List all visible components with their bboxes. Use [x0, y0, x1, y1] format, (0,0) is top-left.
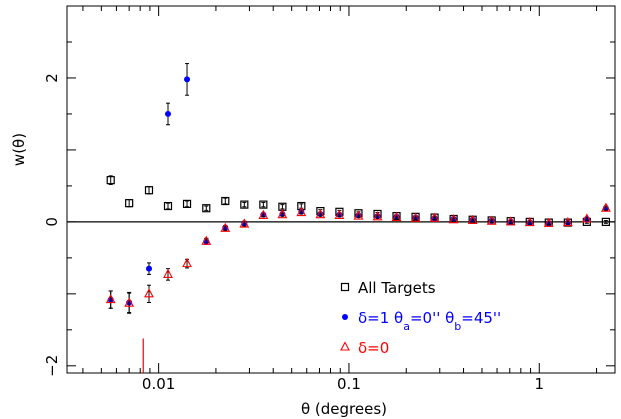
data-point — [467, 214, 478, 224]
legend-label: δ=0 — [358, 339, 389, 357]
data-points — [105, 63, 611, 314]
data-point — [562, 216, 573, 227]
data-point — [125, 199, 134, 208]
data-point — [146, 265, 153, 272]
legend-marker — [342, 314, 348, 320]
legend: All Targets δ=1 θa=0'' θb=45'' δ=0 — [340, 279, 501, 357]
legend-label-part: =0'' θ — [410, 309, 454, 327]
data-point — [202, 204, 211, 213]
legend-marker — [340, 341, 350, 351]
data-point — [144, 288, 154, 298]
data-point — [165, 110, 172, 117]
data-point — [524, 216, 535, 227]
data-point — [372, 211, 383, 221]
legend-label: All Targets — [358, 279, 436, 297]
series-2 — [105, 202, 611, 314]
data-point — [543, 217, 554, 227]
data-point — [505, 216, 516, 226]
data-point — [163, 268, 173, 278]
data-point — [277, 209, 288, 219]
data-point — [410, 212, 421, 222]
y-tick-label: 2 — [43, 73, 61, 83]
y-tick-label: −2 — [43, 355, 61, 377]
data-point — [163, 201, 173, 211]
data-point — [259, 200, 268, 209]
data-point — [353, 210, 364, 220]
data-point — [296, 206, 307, 217]
legend-label-part: δ=1 θ — [358, 309, 403, 327]
axes: 0.01 0.1 1 −2 0 2 θ (degrees) w(θ) — [10, 5, 616, 418]
data-point — [600, 202, 611, 212]
plot-frame — [66, 5, 616, 374]
data-point — [184, 76, 191, 83]
data-point — [201, 235, 212, 245]
data-point — [182, 257, 192, 268]
x-tick-label: 1 — [534, 375, 544, 393]
data-point — [240, 200, 249, 209]
data-point — [486, 215, 497, 225]
x-tick-label: 0.1 — [337, 375, 361, 393]
series-0 — [106, 175, 610, 227]
data-point — [220, 222, 231, 232]
data-point — [448, 214, 459, 224]
y-axis-title: w(θ) — [10, 133, 28, 166]
data-point — [182, 199, 192, 208]
data-point — [429, 212, 440, 222]
x-axis-title: θ (degrees) — [301, 400, 387, 418]
data-point — [106, 176, 115, 185]
legend-label-part: a — [403, 320, 410, 333]
data-point — [315, 209, 326, 219]
data-point — [258, 209, 269, 219]
data-point — [391, 211, 402, 222]
y-tick-label: 0 — [43, 217, 61, 227]
series-1 — [107, 63, 609, 314]
legend-label-part: b — [454, 320, 461, 333]
data-point — [144, 186, 154, 195]
legend-marker — [340, 282, 350, 292]
data-point — [124, 297, 135, 307]
data-point — [105, 293, 116, 304]
data-point — [581, 213, 592, 223]
data-point — [221, 196, 230, 206]
data-point — [334, 209, 345, 219]
data-point — [601, 217, 610, 226]
data-point — [239, 218, 250, 228]
x-tick-label: 0.01 — [142, 375, 175, 393]
legend-label: δ=1 θa=0'' θb=45'' — [358, 309, 501, 333]
legend-label-part: =45'' — [461, 309, 501, 327]
